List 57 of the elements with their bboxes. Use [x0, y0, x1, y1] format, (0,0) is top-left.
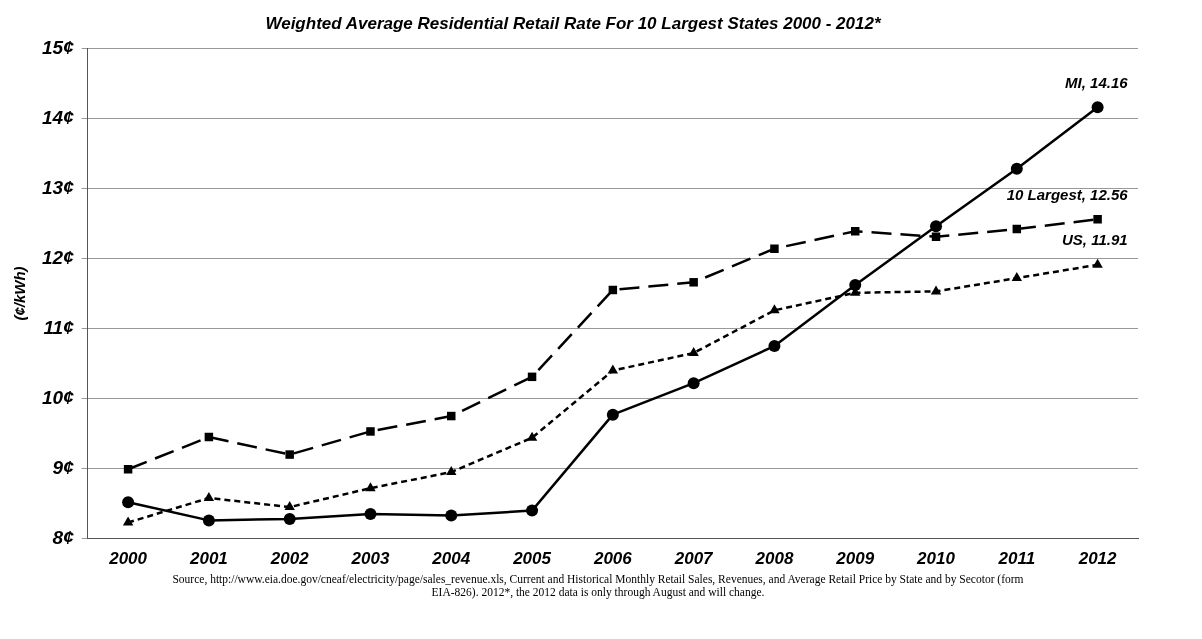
- point: [687, 377, 700, 390]
- point: [364, 508, 377, 521]
- point: [283, 512, 296, 525]
- annotation: US, 11.91: [1061, 231, 1128, 249]
- x-tick-label: 2007: [673, 549, 715, 569]
- x-tick-label: 2006: [592, 549, 633, 569]
- point: [1091, 101, 1104, 114]
- point: [1092, 258, 1103, 268]
- x-tick-label: 2012: [1077, 549, 1118, 569]
- point: [1011, 272, 1023, 282]
- x-tick-label: 2010: [916, 549, 956, 569]
- x-tick-label: 2004: [431, 549, 471, 569]
- chart-title: Weighted Average Residential Retail Rate For 10 Largest States 2000 - 2012*: [265, 13, 882, 33]
- point: [447, 411, 456, 421]
- x-tick-label: 2009: [835, 549, 875, 569]
- point: [123, 465, 133, 474]
- point: [122, 496, 135, 509]
- point: [607, 364, 619, 374]
- y-tick-label: 14¢: [42, 106, 75, 128]
- y-tick-label: 10¢: [42, 386, 75, 408]
- point: [1093, 215, 1102, 224]
- annotation: MI, 14.16: [1065, 73, 1129, 91]
- point: [1010, 162, 1023, 175]
- point: [203, 491, 215, 501]
- x-tick-label: 2008: [754, 549, 794, 569]
- x-tick-label: 2003: [350, 549, 390, 569]
- point: [445, 509, 458, 522]
- point: [285, 450, 294, 459]
- y-axis-title: (¢/kWh): [11, 266, 29, 321]
- point: [769, 304, 780, 314]
- y-tick-label: 15¢: [42, 36, 75, 58]
- point: [606, 408, 619, 421]
- point: [366, 427, 375, 436]
- x-tick-label: 2011: [997, 549, 1036, 569]
- y-tick-label: 12¢: [42, 246, 75, 268]
- point: [365, 482, 376, 492]
- x-tick-label: 2001: [188, 549, 228, 569]
- x-tick-label: 2002: [269, 549, 310, 569]
- point: [689, 278, 698, 287]
- x-tick-label: 2000: [108, 549, 148, 569]
- point: [688, 347, 699, 357]
- y-tick-label: 11¢: [43, 316, 75, 338]
- point: [930, 285, 942, 295]
- point: [768, 340, 781, 353]
- point: [284, 501, 295, 511]
- x-tick-label: 2005: [512, 549, 552, 569]
- point: [930, 220, 943, 233]
- point: [849, 279, 862, 292]
- point: [770, 244, 779, 253]
- source-note: Source, http://www.eia.doe.gov/cneaf/electricity/page/sales_revenue.xls, Current and Historical Monthly Retail Sales, Revenues, and Average Retail Price by State and by Secotor (form EIA-826). 2012*, the 2012 data is only through August and will change.: [171, 573, 1025, 599]
- y-tick-label: 9¢: [52, 456, 75, 478]
- y-tick-label: 8¢: [52, 526, 75, 548]
- point: [446, 466, 457, 476]
- annotation: 10 Largest, 12.56: [1006, 185, 1129, 203]
- point: [526, 504, 539, 517]
- y-tick-label: 13¢: [42, 176, 75, 198]
- point: [202, 514, 215, 527]
